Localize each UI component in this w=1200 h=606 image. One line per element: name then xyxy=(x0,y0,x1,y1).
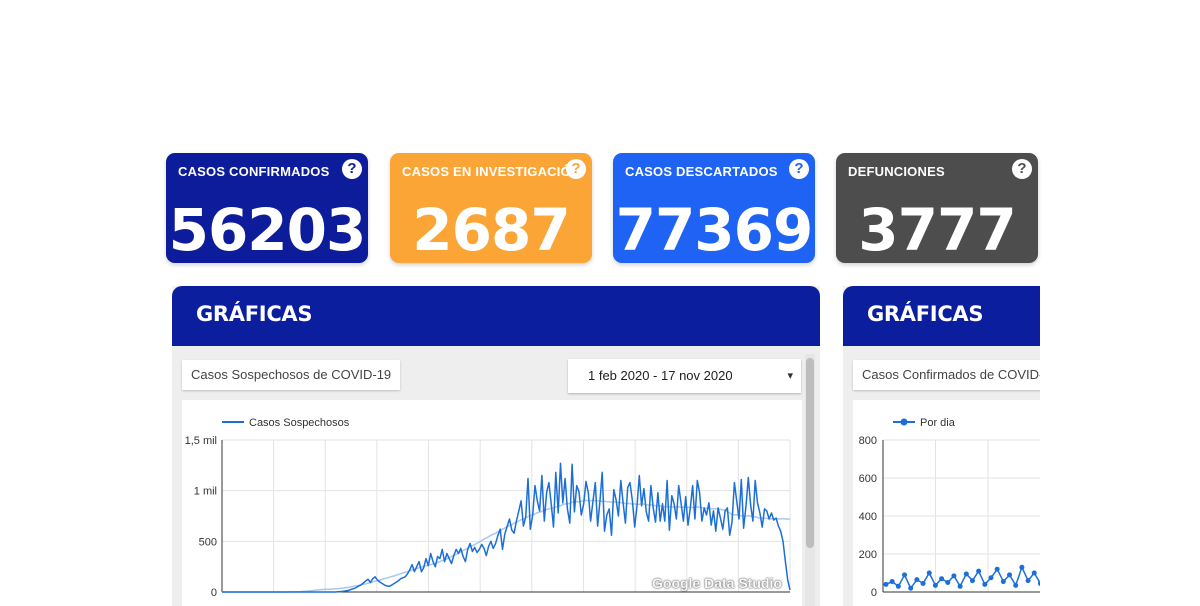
help-icon[interactable]: ? xyxy=(789,159,809,179)
panel-title: GRÁFICAS xyxy=(867,302,984,326)
data-point xyxy=(951,573,957,579)
embedded-report: Casos Sospechosos de COVID-19 1 feb 2020… xyxy=(172,346,820,606)
help-icon[interactable]: ? xyxy=(566,159,586,179)
stat-value: 2687 xyxy=(412,196,570,264)
stat-label: CASOS CONFIRMADOS xyxy=(178,164,330,179)
y-tick-label: 600 xyxy=(859,473,877,485)
data-point xyxy=(908,585,914,591)
panel-title: GRÁFICAS xyxy=(196,302,313,326)
data-point xyxy=(1007,572,1013,578)
stat-value: 3777 xyxy=(858,196,1016,264)
legend-label: Por dia xyxy=(920,417,956,429)
data-point xyxy=(939,576,945,582)
stat-label: DEFUNCIONES xyxy=(848,164,945,179)
data-point xyxy=(902,572,908,578)
suspected-cases-chart: 0 500 1 mil 1,5 mil Casos Sospechosos xyxy=(185,417,791,599)
stat-value: 56203 xyxy=(168,196,367,264)
data-point xyxy=(1019,564,1025,570)
data-point xyxy=(1037,580,1040,586)
chart-area: 0 500 1 mil 1,5 mil Casos Sospechosos Google… xyxy=(182,400,802,606)
date-range-value: 1 feb 2020 - 17 nov 2020 xyxy=(588,368,733,383)
report-title: Casos Confirmados de COVID-19 xyxy=(853,360,1040,390)
stat-card-investigacion: CASOS EN INVESTIGACIÓN ? 2687 xyxy=(390,153,592,263)
legend-label: Casos Sospechosos xyxy=(249,417,350,429)
date-range-selector[interactable]: 1 feb 2020 - 17 nov 2020 ▾ xyxy=(568,359,801,393)
y-tick-label: 0 xyxy=(211,587,217,599)
embedded-report: Casos Confirmados de COVID-19 0 200 400 600… xyxy=(843,346,1040,606)
help-icon[interactable]: ? xyxy=(342,159,362,179)
stat-card-defunciones: DEFUNCIONES ? 3777 xyxy=(836,153,1038,263)
chart-area: 0 200 400 600 800 Por dia xyxy=(853,400,1040,606)
data-point xyxy=(1013,582,1019,588)
y-tick-label: 800 xyxy=(859,435,877,447)
help-icon[interactable]: ? xyxy=(1012,159,1032,179)
stat-card-confirmados: CASOS CONFIRMADOS ? 56203 xyxy=(166,153,368,263)
scrollbar-thumb[interactable] xyxy=(806,358,814,548)
data-point xyxy=(969,578,975,584)
data-point xyxy=(889,579,895,585)
data-point xyxy=(963,571,969,577)
stat-card-descartados: CASOS DESCARTADOS ? 77369 xyxy=(613,153,815,263)
stat-label: CASOS EN INVESTIGACIÓN xyxy=(402,164,581,179)
panel-header: GRÁFICAS xyxy=(843,286,1040,346)
y-tick-label: 200 xyxy=(859,549,877,561)
data-point xyxy=(883,581,889,587)
legend-marker xyxy=(900,418,908,426)
confirmed-cases-chart: 0 200 400 600 800 Por dia xyxy=(859,417,1040,599)
series-line-casos-sospechosos xyxy=(222,462,791,593)
data-point xyxy=(1000,579,1006,585)
data-point xyxy=(932,582,938,588)
y-tick-label: 400 xyxy=(859,511,877,523)
watermark: Google Data Studio xyxy=(652,575,782,591)
y-tick-label: 0 xyxy=(871,587,877,599)
panel-header: GRÁFICAS xyxy=(172,286,820,346)
graficas-panel-confirmados: GRÁFICAS Casos Confirmados de COVID-19 0… xyxy=(843,286,1040,606)
data-point xyxy=(957,583,963,589)
data-point xyxy=(976,568,982,574)
data-point xyxy=(1025,578,1031,584)
y-tick-label: 500 xyxy=(199,536,217,548)
chevron-down-icon: ▾ xyxy=(787,370,793,382)
stat-value: 77369 xyxy=(615,196,814,264)
data-point xyxy=(988,575,994,581)
graficas-panel-sospechosos: GRÁFICAS Casos Sospechosos de COVID-19 1… xyxy=(172,286,820,606)
scrollbar[interactable] xyxy=(805,354,815,606)
data-point xyxy=(1031,570,1037,576)
data-point xyxy=(926,570,932,576)
stat-label: CASOS DESCARTADOS xyxy=(625,164,778,179)
data-point xyxy=(945,580,951,585)
data-point xyxy=(920,580,926,586)
y-tick-label: 1,5 mil xyxy=(185,435,217,447)
data-point xyxy=(914,577,920,583)
y-tick-label: 1 mil xyxy=(194,486,217,498)
data-point xyxy=(994,566,1000,572)
data-point xyxy=(895,583,901,589)
report-title: Casos Sospechosos de COVID-19 xyxy=(182,360,401,390)
data-point xyxy=(982,581,988,587)
